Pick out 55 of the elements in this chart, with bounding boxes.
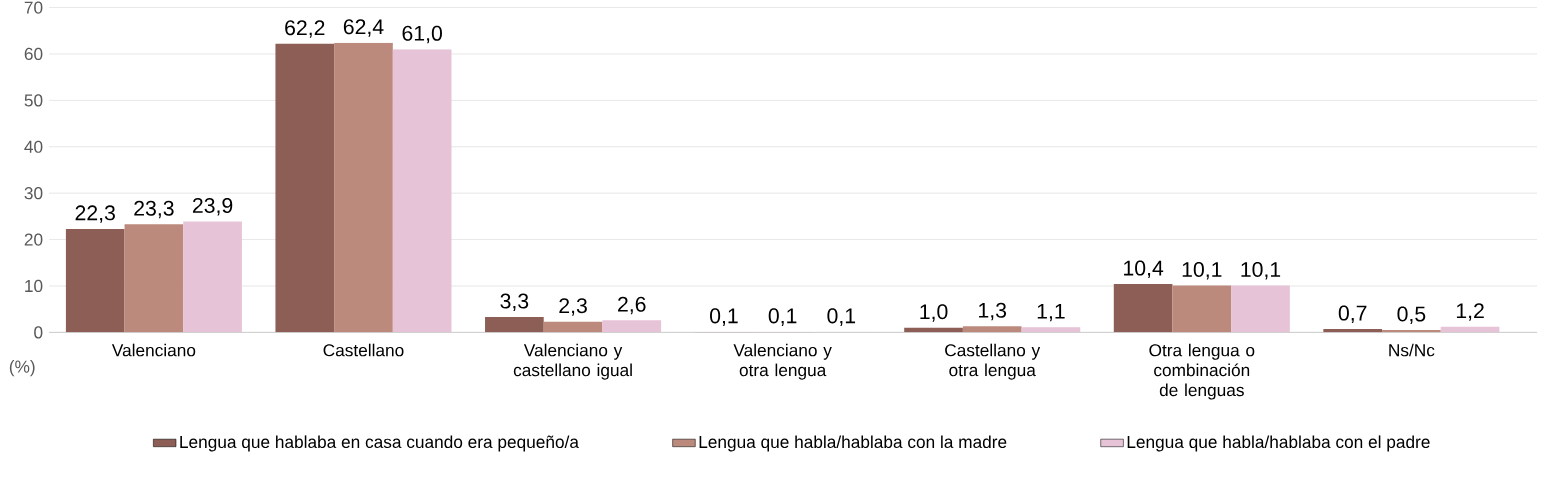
bar [485, 317, 544, 333]
y-tick-label: 70 [24, 1, 43, 14]
bar [183, 221, 242, 333]
bar [1172, 285, 1232, 333]
data-label: 0,1 [768, 308, 797, 327]
bar [1021, 327, 1081, 333]
x-tick-label: Valenciano y castellano igual [513, 343, 632, 380]
y-tick-label: 50 [24, 94, 43, 107]
x-tick-label: Valenciano [111, 343, 196, 357]
data-label: 10,1 [1241, 262, 1281, 280]
data-label: 0,7 [1338, 305, 1367, 324]
x-tick-label: Castellano [323, 343, 404, 357]
legend-label: Lengua que hablaba en casa cuando era pequeño/a [180, 435, 579, 452]
data-label: 10,1 [1182, 262, 1222, 280]
data-label: 1,2 [1456, 303, 1484, 321]
y-tick-label: 0 [34, 326, 43, 339]
data-label: 62,4 [343, 19, 384, 37]
bar [275, 43, 335, 333]
data-label: 0,5 [1397, 306, 1426, 325]
bar [1323, 329, 1383, 333]
y-tick-label: 60 [24, 48, 43, 61]
data-label: 2,6 [618, 296, 646, 315]
data-label: 62,2 [285, 20, 325, 38]
data-label: 0,1 [710, 308, 738, 327]
x-tick-label: Ns/Nc [1389, 343, 1435, 357]
x-tick-label: Otra lengua o combinación de lenguas [1149, 343, 1255, 400]
bar [392, 49, 452, 333]
bar [65, 229, 125, 333]
y-axis-title: (%) [9, 360, 35, 377]
bar [1113, 284, 1173, 333]
y-tick-label: 20 [24, 233, 43, 246]
data-label: 0,1 [827, 308, 856, 327]
data-label: 61,0 [402, 25, 442, 44]
data-label: 22,3 [75, 205, 115, 224]
data-label: 10,4 [1124, 260, 1164, 279]
data-label: 1,3 [979, 302, 1007, 321]
data-label: 1,0 [920, 304, 948, 322]
data-label: 1,1 [1037, 304, 1065, 322]
x-tick-label: Valenciano y otra lengua [733, 343, 832, 380]
bar [124, 224, 184, 333]
y-tick-label: 30 [24, 187, 43, 200]
y-tick-label: 40 [24, 140, 43, 154]
data-label: 23,9 [192, 198, 233, 216]
bar [543, 321, 603, 333]
data-label: 2,3 [559, 298, 587, 316]
data-label: 3,3 [500, 293, 529, 312]
legend-label: Lengua que habla/hablaba con el padre [1127, 435, 1430, 452]
data-label: 23,3 [134, 200, 174, 219]
bar [602, 320, 662, 333]
bar [962, 326, 1022, 333]
y-tick-label: 10 [25, 280, 43, 293]
bar [334, 42, 393, 333]
bar [1231, 285, 1290, 333]
x-tick-label: Castellano y otra lengua [945, 343, 1041, 380]
legend-label: Lengua que habla/hablaba con la madre [699, 435, 1007, 452]
